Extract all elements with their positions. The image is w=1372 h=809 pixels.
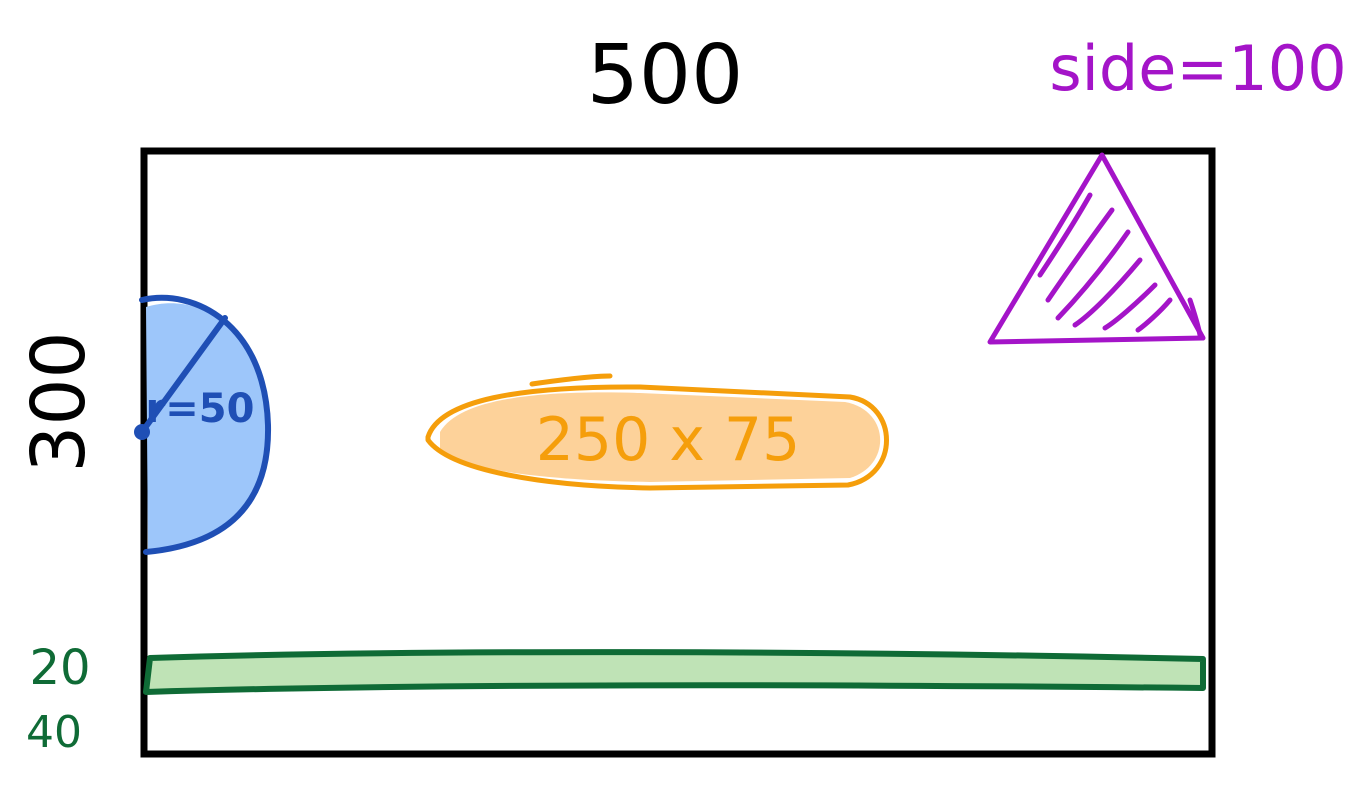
bar-top-label: 20	[29, 640, 90, 696]
radius-label: r=50	[146, 386, 255, 432]
triangle-outline	[987, 152, 1206, 345]
canvas-frame	[140, 147, 1216, 758]
height-label: 300	[16, 331, 102, 472]
width-label: 500	[587, 28, 744, 123]
rect-size-label: 250 x 75	[536, 405, 801, 475]
bottom-bar-outline	[143, 649, 1206, 695]
half-circle-fill	[146, 303, 271, 552]
bar-bottom-label: 40	[26, 707, 82, 758]
radius-line	[139, 315, 228, 435]
rect-shape-stroke-tail	[529, 373, 613, 387]
circle-center-dot	[134, 424, 150, 440]
bottom-bar-fill	[148, 653, 1203, 692]
half-circle-outline	[139, 294, 272, 555]
rect-shape-outline	[425, 384, 889, 491]
triangle-hatching	[1037, 192, 1203, 338]
triangle-side-label: side=100	[1049, 32, 1346, 105]
rect-shape-fill	[440, 392, 881, 482]
